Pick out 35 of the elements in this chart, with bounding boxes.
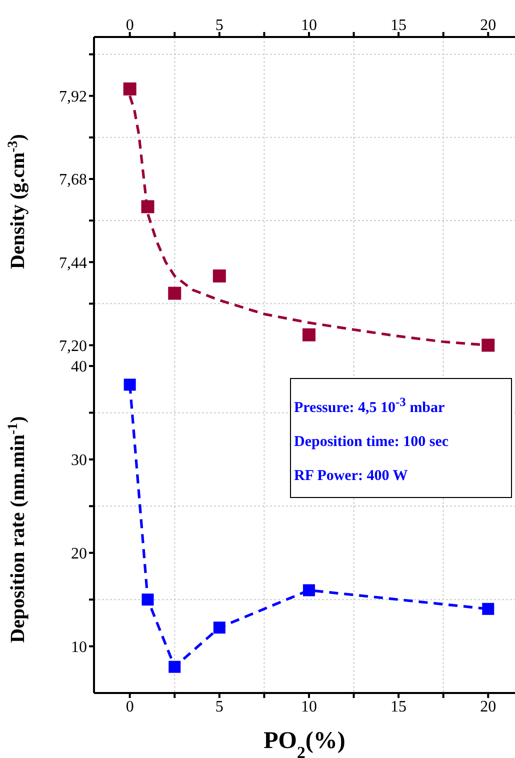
point	[142, 594, 154, 606]
point	[302, 328, 316, 342]
y-tick-label: 40	[71, 358, 87, 376]
x-tick-label: 10	[300, 698, 317, 716]
x-tick-label: 10	[300, 17, 317, 34]
point	[124, 378, 136, 391]
point	[123, 82, 136, 96]
x-tick-label: 5	[215, 17, 224, 34]
x-tick-label: 15	[390, 698, 407, 716]
x-tick-label: 5	[215, 698, 224, 716]
y-tick-label: 7,20	[59, 338, 87, 355]
x-tick-label: 0	[126, 698, 134, 716]
x-tick-label: 20	[480, 698, 496, 716]
annotation: RF Power: 400 W	[294, 467, 409, 486]
annotation: Pressure: 4,5 10$^{-3}$ mbar	[294, 394, 446, 418]
point	[141, 200, 154, 214]
y-tick-label: 20	[71, 546, 87, 563]
point	[482, 338, 495, 352]
y-tick-label: 7,44	[59, 254, 87, 272]
x-tick-label: 20	[480, 17, 496, 34]
x-tick-label: 0	[126, 17, 134, 34]
annotation: Deposition time: 100 sec	[294, 433, 450, 452]
x-axis-title: PO$_{2}$(%)	[264, 728, 346, 758]
point	[482, 602, 494, 615]
point	[302, 584, 315, 596]
point	[212, 269, 226, 282]
y-tick-label: 10	[71, 638, 87, 656]
y-tick-label: 7,92	[59, 88, 87, 106]
y-tick-label: 7,68	[59, 172, 87, 189]
point	[168, 286, 182, 300]
text-box: Pressure: 4,5 10$^{-3}$ mbar Deposition time: 100 sec RF Power: 400 W	[290, 378, 512, 498]
y-tick-label: 30	[71, 452, 87, 470]
point	[213, 622, 226, 634]
x-tick-label: 15	[390, 17, 407, 34]
point	[168, 660, 181, 673]
